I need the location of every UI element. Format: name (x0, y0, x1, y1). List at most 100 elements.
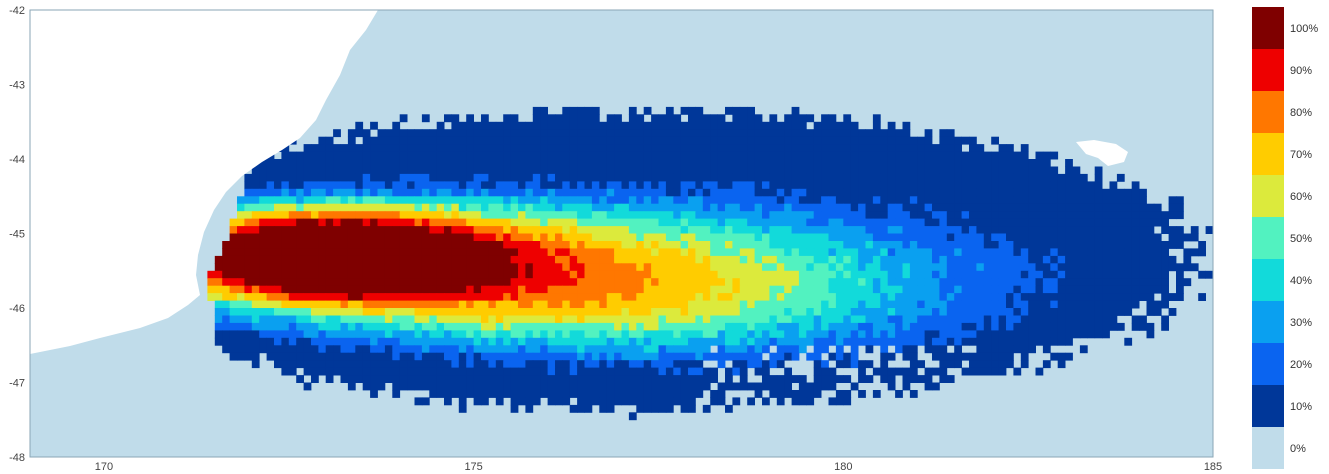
density-cell (1028, 293, 1036, 301)
density-cell (636, 136, 645, 145)
density-cell (754, 173, 763, 182)
density-cell (318, 322, 327, 331)
density-cell (710, 203, 718, 212)
density-cell (532, 106, 541, 115)
density-cell (214, 293, 223, 301)
density-cell (806, 352, 815, 361)
density-cell (555, 233, 563, 242)
density-cell (983, 226, 992, 234)
density-cell (451, 322, 460, 331)
density-cell (983, 337, 992, 346)
density-cell (813, 173, 822, 182)
density-cell (784, 352, 792, 361)
density-cell (717, 188, 726, 197)
density-cell (843, 203, 852, 212)
density-cell (695, 196, 704, 205)
density-cell (518, 248, 526, 257)
density-cell (1087, 278, 1096, 287)
density-cell (798, 382, 807, 391)
density-cell (584, 136, 593, 145)
density-cell (739, 188, 748, 197)
legend-label: 0% (1290, 443, 1306, 455)
density-cell (628, 136, 637, 145)
density-cell (680, 159, 689, 167)
density-cell (628, 196, 637, 205)
density-cell (251, 315, 260, 324)
density-cell (1065, 241, 1073, 249)
density-cell (658, 330, 667, 339)
density-cell (355, 173, 364, 182)
density-cell (976, 181, 985, 190)
density-cell (532, 352, 541, 361)
density-cell (562, 241, 571, 249)
density-cell (444, 375, 452, 383)
density-cell (695, 390, 704, 398)
density-cell (702, 233, 711, 242)
density-cell (702, 330, 711, 339)
density-cell (251, 203, 260, 212)
density-cell (762, 345, 770, 354)
density-cell (1035, 285, 1044, 294)
density-cell (288, 196, 297, 205)
density-cell (776, 315, 785, 324)
density-cell (429, 278, 438, 287)
density-cell (525, 129, 534, 138)
density-cell (436, 248, 445, 257)
density-cell (384, 151, 393, 160)
density-cell (362, 188, 371, 197)
density-cell (606, 263, 615, 272)
density-cell (1006, 226, 1014, 234)
density-cell (488, 241, 497, 249)
density-cell (414, 129, 423, 138)
density-cell (1153, 241, 1162, 249)
density-cell (739, 173, 748, 182)
density-cell (318, 211, 327, 220)
density-cell (436, 233, 445, 242)
density-cell (828, 352, 837, 361)
density-cell (769, 129, 778, 138)
density-cell (510, 196, 519, 205)
density-cell (673, 270, 682, 279)
density-cell (488, 345, 497, 354)
density-cell (599, 375, 608, 383)
density-cell (510, 151, 519, 160)
density-cell (917, 375, 925, 383)
density-cell (991, 270, 999, 279)
density-cell (532, 300, 541, 309)
density-cell (858, 285, 866, 294)
density-cell (377, 255, 386, 264)
density-cell (1087, 300, 1096, 309)
density-cell (835, 278, 844, 287)
density-cell (1139, 278, 1147, 287)
density-cell (636, 226, 645, 234)
density-cell (481, 241, 489, 249)
density-cell (333, 181, 341, 190)
density-cell (318, 345, 327, 354)
density-cell (584, 241, 593, 249)
density-cell (421, 159, 430, 167)
density-cell (909, 285, 918, 294)
density-cell (222, 270, 230, 279)
density-cell (725, 211, 733, 220)
density-cell (237, 196, 245, 205)
density-cell (591, 203, 600, 212)
density-cell (924, 263, 933, 272)
density-cell (924, 285, 933, 294)
density-cell (1198, 248, 1206, 257)
density-cell (651, 382, 659, 391)
density-cell (510, 293, 519, 301)
density-cell (392, 382, 401, 391)
density-cell (909, 188, 918, 197)
density-cell (880, 144, 889, 152)
density-cell (303, 263, 312, 272)
density-cell (436, 121, 445, 130)
density-cell (688, 151, 696, 160)
y-tick-label: -44 (9, 154, 25, 166)
density-cell (932, 315, 940, 324)
density-cell (466, 166, 474, 175)
density-cell (547, 278, 556, 287)
density-cell (518, 196, 526, 205)
density-cell (444, 300, 452, 309)
density-cell (821, 300, 829, 309)
density-cell (340, 241, 349, 249)
